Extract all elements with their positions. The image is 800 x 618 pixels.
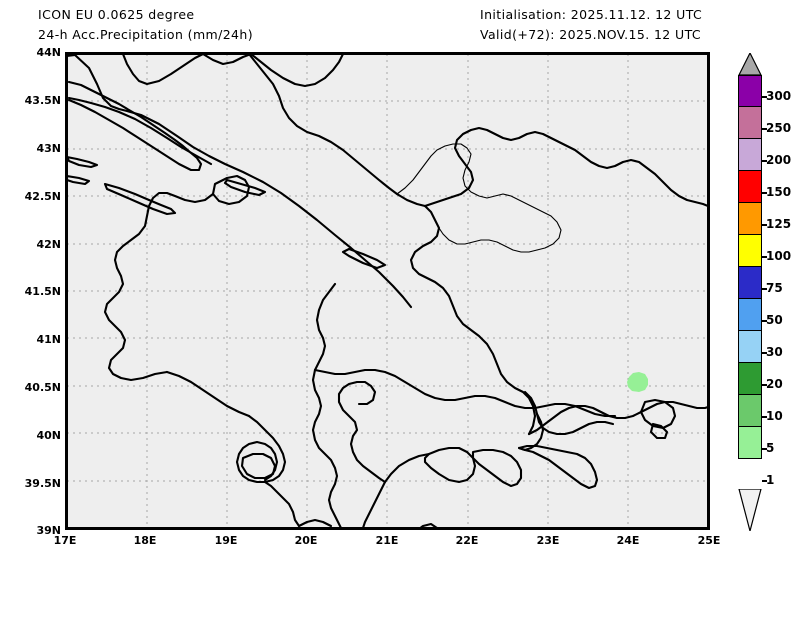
- x-axis-tick-18e: 18E: [133, 534, 157, 547]
- y-axis-tick-415n: 41.5N: [24, 285, 61, 298]
- map-frame: [67, 54, 708, 528]
- x-axis-tick-22e: 22E: [455, 534, 479, 547]
- colorbar-band-200-250[interactable]: [738, 107, 762, 139]
- colorbar-band-75-100[interactable]: [738, 235, 762, 267]
- colorbar-tick-150: [762, 192, 767, 194]
- colorbar-band-50-75[interactable]: [738, 267, 762, 299]
- map-gridlines: [67, 54, 708, 528]
- x-axis-tick-20e: 20E: [294, 534, 318, 547]
- y-axis-tick-40n: 40N: [36, 429, 61, 442]
- colorbar-label-75: 75: [766, 281, 783, 295]
- initialisation-time: Initialisation: 2025.11.12. 12 UTC: [480, 7, 703, 22]
- valid-time: Valid(+72): 2025.NOV.15. 12 UTC: [480, 27, 702, 42]
- precipitation-field: [627, 372, 648, 392]
- colorbar-band-1-5[interactable]: [738, 427, 762, 459]
- colorbar-band-150-200[interactable]: [738, 139, 762, 171]
- colorbar-tick-75: [762, 288, 767, 290]
- colorbar-label-1: 1: [766, 473, 775, 487]
- colorbar-band-30-50[interactable]: [738, 299, 762, 331]
- colorbar-tick-5: [762, 448, 767, 450]
- precipitation-colorbar[interactable]: [738, 75, 762, 490]
- precipitation-cell-chalkidiki: [627, 372, 648, 392]
- y-axis-tick-395n: 39.5N: [24, 477, 61, 490]
- y-axis-tick-435n: 43.5N: [24, 94, 61, 107]
- colorbar-label-200: 200: [766, 153, 792, 167]
- colorbar-label-250: 250: [766, 121, 792, 135]
- x-axis-tick-25e: 25E: [697, 534, 721, 547]
- model-title: ICON EU 0.0625 degree: [38, 7, 195, 22]
- colorbar-tick-100: [762, 256, 767, 258]
- colorbar-tick-1: [762, 480, 767, 482]
- y-axis-tick-405n: 40.5N: [24, 381, 61, 394]
- colorbar-band-20-30[interactable]: [738, 331, 762, 363]
- colorbar-tick-250: [762, 128, 767, 130]
- map-coastlines: [67, 54, 708, 528]
- x-axis-tick-19e: 19E: [214, 534, 238, 547]
- y-axis-tick-44n: 44N: [36, 46, 61, 59]
- colorbar-label-5: 5: [766, 441, 775, 455]
- map-canvas: [67, 54, 708, 528]
- colorbar-band-100-125[interactable]: [738, 203, 762, 235]
- colorbar-label-10: 10: [766, 409, 783, 423]
- colorbar-label-20: 20: [766, 377, 783, 391]
- y-axis-tick-39n: 39N: [36, 524, 61, 537]
- colorbar-label-30: 30: [766, 345, 783, 359]
- colorbar-band-125-150[interactable]: [738, 171, 762, 203]
- colorbar-tick-20: [762, 384, 767, 386]
- colorbar-band-250-300[interactable]: [738, 75, 762, 107]
- colorbar-label-100: 100: [766, 249, 792, 263]
- x-axis-tick-24e: 24E: [616, 534, 640, 547]
- colorbar-band-10-20[interactable]: [738, 363, 762, 395]
- colorbar-tick-50: [762, 320, 767, 322]
- colorbar-label-150: 150: [766, 185, 792, 199]
- colorbar-label-300: 300: [766, 89, 792, 103]
- y-axis-tick-425n: 42.5N: [24, 190, 61, 203]
- colorbar-tick-10: [762, 416, 767, 418]
- product-title: 24-h Acc.Precipitation (mm/24h): [38, 27, 254, 42]
- colorbar-tick-300: [762, 96, 767, 98]
- colorbar-tick-200: [762, 160, 767, 162]
- x-axis-tick-21e: 21E: [375, 534, 399, 547]
- x-axis-tick-17e: 17E: [53, 534, 77, 547]
- y-axis-tick-41n: 41N: [36, 333, 61, 346]
- x-axis-tick-23e: 23E: [536, 534, 560, 547]
- y-axis-tick-42n: 42N: [36, 238, 61, 251]
- colorbar-tick-125: [762, 224, 767, 226]
- colorbar-under-taper: [738, 489, 762, 531]
- colorbar-band-5-10[interactable]: [738, 395, 762, 427]
- colorbar-label-50: 50: [766, 313, 783, 327]
- colorbar-label-125: 125: [766, 217, 792, 231]
- colorbar-tick-30: [762, 352, 767, 354]
- y-axis-tick-43n: 43N: [36, 142, 61, 155]
- precipitation-map-panel[interactable]: [65, 52, 710, 530]
- colorbar-over-arrow: [738, 53, 762, 76]
